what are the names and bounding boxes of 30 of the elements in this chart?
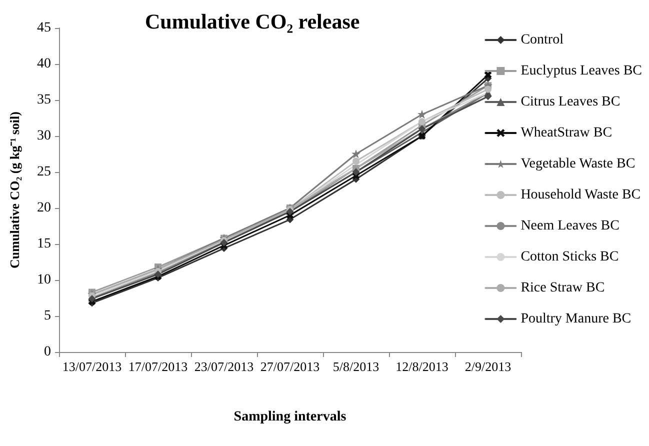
legend-label: Euclyptus Leaves BC — [520, 64, 642, 78]
x-tick-label: 13/07/2013 — [62, 359, 122, 374]
y-tick-label: 0 — [44, 344, 51, 360]
legend-label: Citrus Leaves BC — [520, 94, 620, 110]
y-tick-label: 20 — [37, 200, 51, 216]
y-tick-label: 10 — [37, 272, 51, 288]
y-tick-label: 35 — [37, 92, 51, 108]
legend-label: Control — [520, 32, 564, 48]
chart-title: Cumulative CO₂ release — [145, 10, 360, 34]
y-tick-label: 30 — [37, 128, 51, 144]
y-tick-label: 25 — [37, 164, 51, 180]
x-tick-label: 27/07/2013 — [260, 359, 320, 374]
x-axis-title: Sampling intervals — [234, 410, 347, 424]
legend-label: Poultry Manure BC — [520, 312, 632, 326]
x-tick-label: 12/8/2013 — [396, 359, 448, 374]
y-tick-label: 15 — [37, 236, 51, 252]
x-tick-label: 17/07/2013 — [128, 359, 188, 374]
x-tick-label: 5/8/2013 — [332, 359, 380, 374]
y-axis-title: Cumulative CO₂ (g kg⁻¹ soil) — [7, 112, 22, 268]
y-tick-label: 45 — [37, 20, 51, 36]
legend-label: Cotton Sticks BC — [520, 250, 619, 264]
legend-label: WheatStraw BC — [520, 126, 612, 140]
x-tick-label: 2/9/2013 — [464, 359, 512, 374]
y-tick-label: 5 — [44, 308, 51, 324]
legend-label: Household Waste BC — [520, 188, 641, 202]
legend-label: Vegetable Waste BC — [520, 156, 636, 172]
y-tick-label: 40 — [37, 56, 51, 72]
legend-label: Neem Leaves BC — [520, 218, 620, 234]
x-tick-label: 23/07/2013 — [194, 359, 254, 374]
legend-label: Rice Straw BC — [520, 280, 605, 296]
